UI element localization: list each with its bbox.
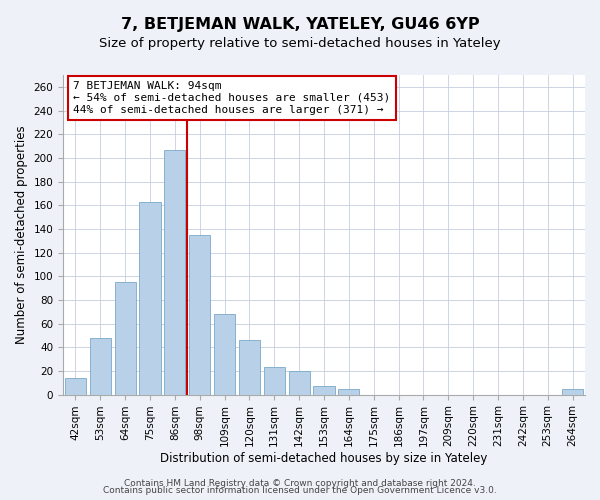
Text: Size of property relative to semi-detached houses in Yateley: Size of property relative to semi-detach… <box>99 38 501 51</box>
Bar <box>189 235 210 394</box>
Bar <box>90 338 111 394</box>
Y-axis label: Number of semi-detached properties: Number of semi-detached properties <box>15 126 28 344</box>
Text: Contains HM Land Registry data © Crown copyright and database right 2024.: Contains HM Land Registry data © Crown c… <box>124 478 476 488</box>
Text: 7 BETJEMAN WALK: 94sqm
← 54% of semi-detached houses are smaller (453)
44% of se: 7 BETJEMAN WALK: 94sqm ← 54% of semi-det… <box>73 82 391 114</box>
Bar <box>164 150 185 394</box>
Bar <box>115 282 136 395</box>
Text: 7, BETJEMAN WALK, YATELEY, GU46 6YP: 7, BETJEMAN WALK, YATELEY, GU46 6YP <box>121 18 479 32</box>
Bar <box>289 371 310 394</box>
Bar <box>562 388 583 394</box>
X-axis label: Distribution of semi-detached houses by size in Yateley: Distribution of semi-detached houses by … <box>160 452 488 465</box>
Bar <box>313 386 335 394</box>
Bar <box>239 340 260 394</box>
Bar <box>65 378 86 394</box>
Bar <box>264 368 285 394</box>
Text: Contains public sector information licensed under the Open Government Licence v3: Contains public sector information licen… <box>103 486 497 495</box>
Bar <box>139 202 161 394</box>
Bar <box>338 388 359 394</box>
Bar <box>214 314 235 394</box>
